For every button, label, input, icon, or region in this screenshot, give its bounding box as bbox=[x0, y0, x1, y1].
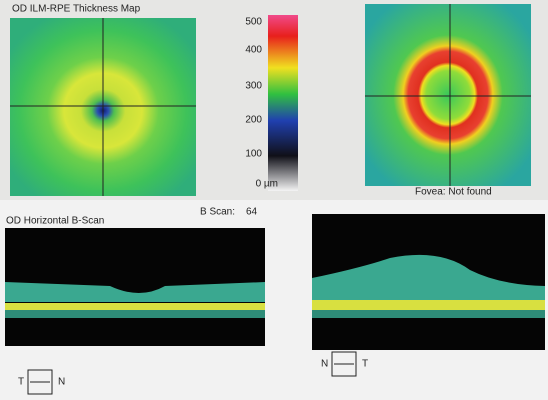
right-thickness-map bbox=[365, 4, 531, 186]
direction-icon bbox=[27, 369, 53, 395]
choroid-layer bbox=[5, 310, 265, 318]
left-map-title: OD ILM-RPE Thickness Map bbox=[12, 4, 141, 15]
fovea-status: Fovea: Not found bbox=[415, 187, 492, 198]
colorbar-label: 500 bbox=[245, 17, 262, 28]
colorbar-label: 300 bbox=[245, 81, 262, 92]
direction-icon bbox=[331, 351, 357, 377]
left-scan-title: OD Horizontal B-Scan bbox=[6, 216, 104, 227]
colorbar-label: 200 bbox=[245, 115, 262, 126]
rpe-layer bbox=[312, 300, 545, 310]
direction-right: N bbox=[58, 377, 65, 388]
colorbar-label: 0 µm bbox=[256, 179, 278, 190]
retina-layer bbox=[312, 254, 545, 300]
retina-layer bbox=[5, 282, 265, 302]
colorbar-label: 400 bbox=[245, 45, 262, 56]
bscan-number: 64 bbox=[246, 207, 258, 218]
direction-left: T bbox=[18, 377, 24, 388]
direction-left: N bbox=[321, 359, 328, 370]
colorbar-label: 100 bbox=[245, 149, 262, 160]
rpe-layer bbox=[5, 303, 265, 310]
colorbar bbox=[268, 15, 298, 191]
choroid-layer bbox=[312, 310, 545, 318]
bscan-label: B Scan: bbox=[200, 207, 235, 218]
direction-right: T bbox=[362, 359, 368, 370]
